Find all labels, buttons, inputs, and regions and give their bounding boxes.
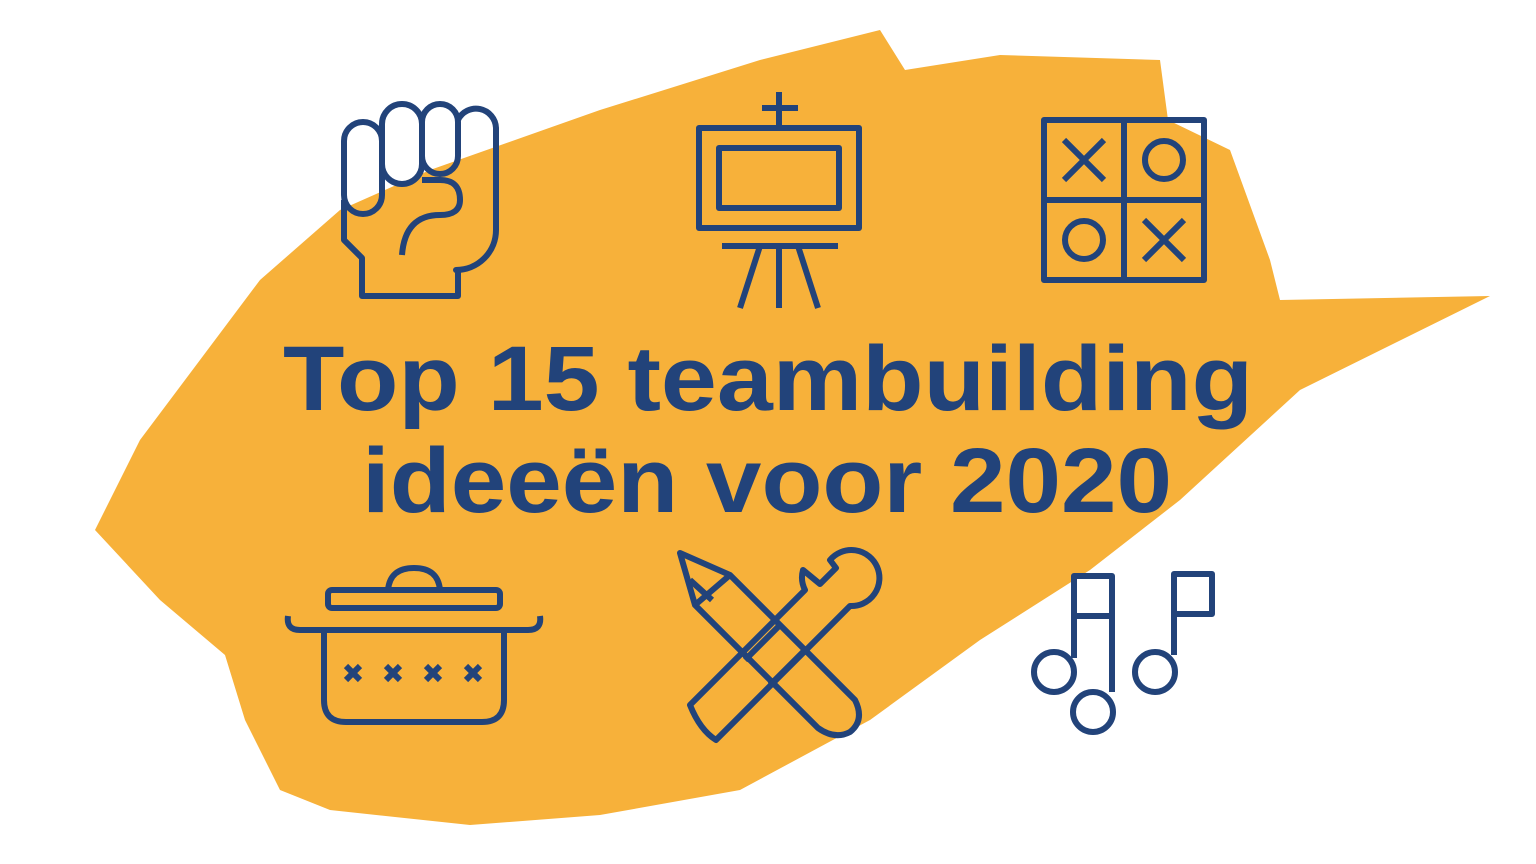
tic-tac-toe-icon xyxy=(1041,117,1207,283)
title-line-1: Top 15 teambuilding xyxy=(283,328,1253,430)
brush-stroke-background xyxy=(95,30,1490,825)
easel-icon xyxy=(696,92,862,309)
title-line-2: ideeën voor 2020 xyxy=(362,430,1172,532)
pencil-wrench-icon xyxy=(677,547,883,743)
music-notes-icon xyxy=(1031,571,1215,735)
fist-icon xyxy=(341,101,499,299)
cooking-pot-icon xyxy=(284,565,544,725)
